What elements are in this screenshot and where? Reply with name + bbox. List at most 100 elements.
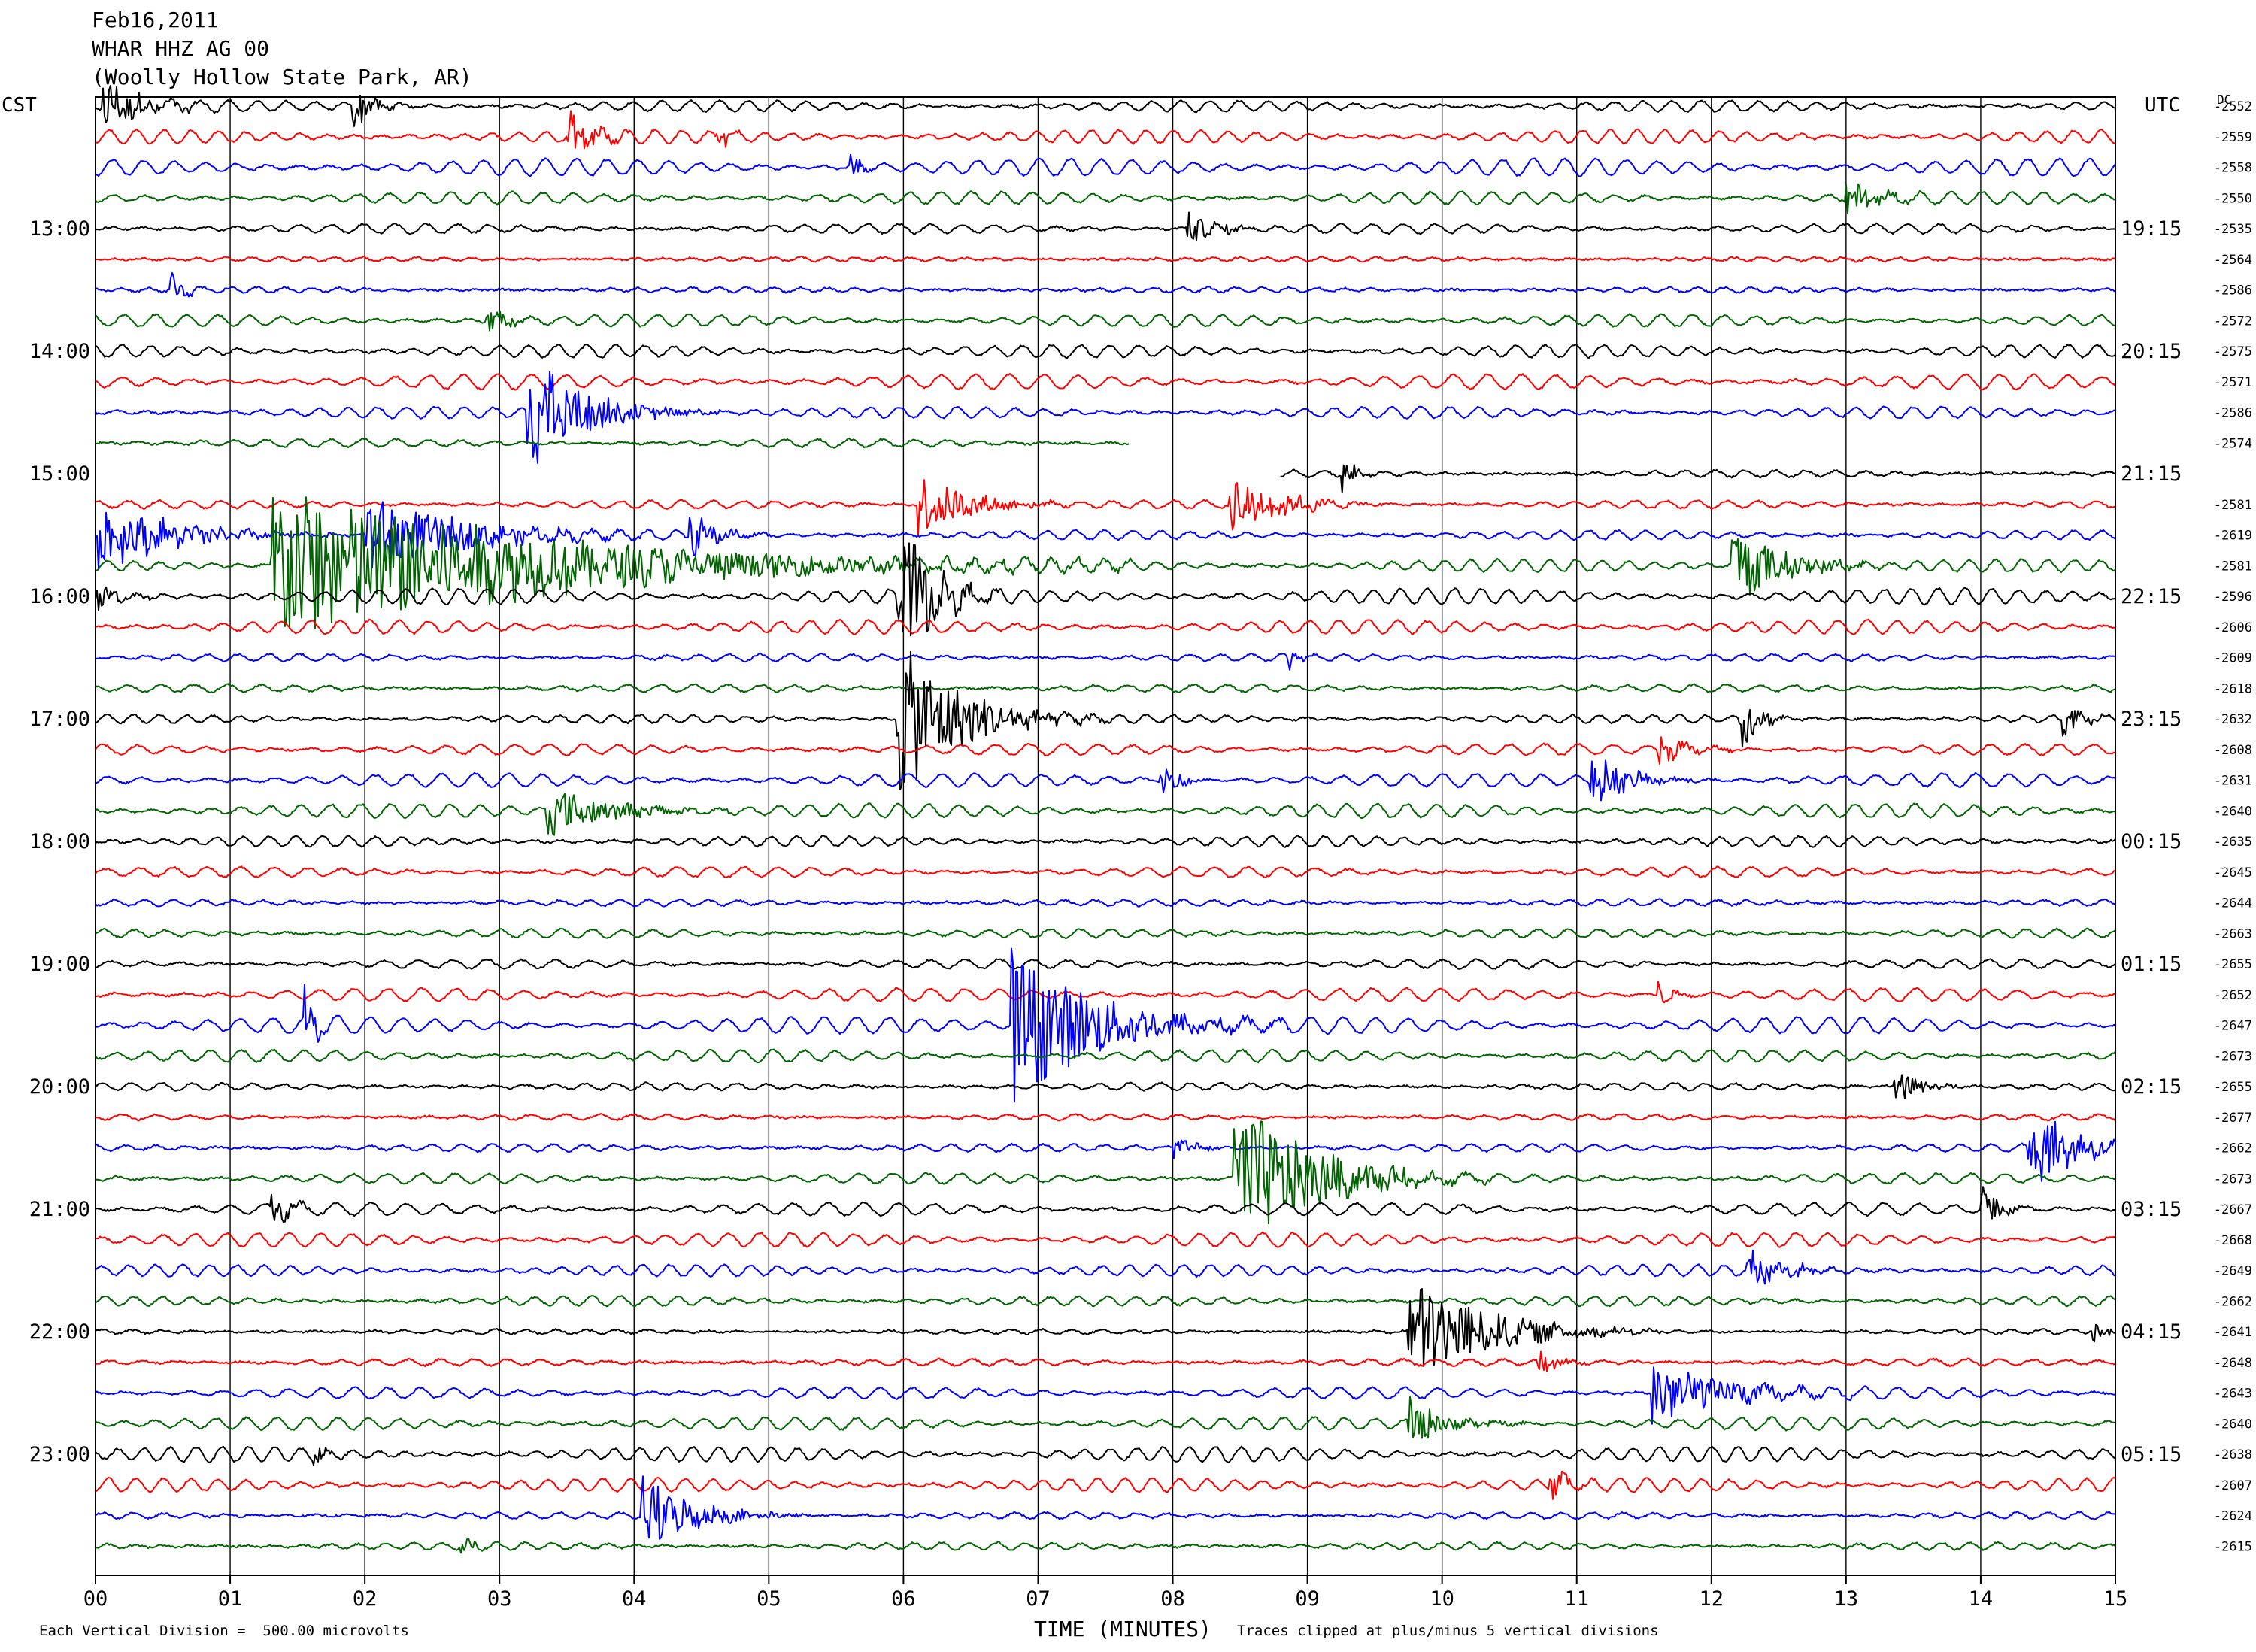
trace-row <box>95 85 2116 127</box>
dc-column-label: DC <box>2217 92 2231 107</box>
dc-offset-value: -2624 <box>2214 1509 2252 1524</box>
dc-offset-value: -2663 <box>2214 926 2252 941</box>
dc-offset-value: -2655 <box>2214 1080 2252 1095</box>
utc-hour-label: 01:15 <box>2121 953 2182 976</box>
dc-offset-value: -2615 <box>2214 1539 2252 1554</box>
dc-offset-value: -2609 <box>2214 651 2252 666</box>
dc-offset-value: -2606 <box>2214 620 2252 635</box>
x-tick-label: 01 <box>218 1587 243 1611</box>
utc-hour-label: 02:15 <box>2121 1075 2182 1099</box>
utc-hour-label: 05:15 <box>2121 1443 2182 1466</box>
trace-row <box>95 1249 2116 1285</box>
dc-offset-value: -2667 <box>2214 1202 2252 1217</box>
plot-frame <box>95 96 2116 1576</box>
trace-row <box>95 373 2116 391</box>
trace-row <box>95 1288 2116 1367</box>
x-tick-label: 09 <box>1295 1587 1320 1611</box>
x-tick-label: 13 <box>1834 1587 1859 1611</box>
dc-offset-value: -2535 <box>2214 222 2252 237</box>
trace-row <box>95 759 2116 802</box>
dc-offset-value: -2648 <box>2214 1356 2252 1371</box>
cst-hour-label: 14:00 <box>29 340 90 363</box>
dc-offset-value: -2631 <box>2214 774 2252 789</box>
cst-axis-label: CST <box>2 94 37 117</box>
clip-note: Traces clipped at plus/minus 5 vertical … <box>1237 1623 1659 1639</box>
dc-offset-value: -2552 <box>2214 99 2252 114</box>
x-tick-label: 07 <box>1026 1587 1051 1611</box>
trace-row <box>95 1350 2116 1372</box>
trace-row <box>95 211 2116 241</box>
x-tick-label: 10 <box>1430 1587 1454 1611</box>
scale-note: Each Vertical Division = 500.00 microvol… <box>39 1623 409 1639</box>
dc-offset-value: -2673 <box>2214 1172 2252 1187</box>
trace-row <box>95 496 2116 629</box>
x-tick-label: 08 <box>1160 1587 1185 1611</box>
dc-offset-value: -2643 <box>2214 1387 2252 1402</box>
trace-row <box>95 683 2116 693</box>
dc-offset-value: -2608 <box>2214 743 2252 758</box>
dc-offset-value: -2662 <box>2214 1141 2252 1156</box>
dc-offset-value: -2550 <box>2214 191 2252 206</box>
trace-row <box>95 736 2116 765</box>
x-tick-label: 04 <box>622 1587 647 1611</box>
utc-hour-label: 19:15 <box>2121 217 2182 241</box>
trace-row <box>95 272 2116 298</box>
trace-row <box>96 110 2116 150</box>
dc-offset-value: -2641 <box>2214 1325 2252 1340</box>
trace-row <box>95 898 2116 908</box>
cst-hour-label: 13:00 <box>29 217 90 241</box>
dc-offset-value: -2607 <box>2214 1478 2252 1493</box>
dc-offset-value: -2652 <box>2214 988 2252 1003</box>
dc-offset-value: -2655 <box>2214 957 2252 972</box>
trace-row <box>95 650 2116 790</box>
trace-row <box>95 255 2116 263</box>
x-tick-label: 11 <box>1564 1587 1589 1611</box>
cst-hour-label: 16:00 <box>29 585 90 608</box>
dc-offset-value: -2632 <box>2214 712 2252 727</box>
cst-hour-label: 17:00 <box>29 708 90 731</box>
trace-row <box>95 1445 2116 1466</box>
x-tick-label: 14 <box>1969 1587 1994 1611</box>
x-tick-label: 06 <box>891 1587 916 1611</box>
trace-row <box>95 1113 2116 1122</box>
cst-hour-label: 18:00 <box>29 830 90 853</box>
trace-row <box>95 652 2116 671</box>
x-axis-title: TIME (MINUTES) <box>1034 1617 1212 1641</box>
trace-row <box>95 981 2116 1004</box>
trace-row <box>95 183 2116 214</box>
dc-offset-value: -2581 <box>2214 559 2252 574</box>
trace-row <box>95 311 2116 332</box>
dc-offset-value: -2596 <box>2214 590 2252 605</box>
cst-hour-label: 20:00 <box>29 1075 90 1099</box>
utc-hour-label: 00:15 <box>2121 830 2182 853</box>
dc-offset-value: -2644 <box>2214 896 2252 911</box>
trace-row <box>95 1537 2116 1554</box>
dc-offset-value: -2662 <box>2214 1294 2252 1309</box>
trace-row <box>1280 464 2116 494</box>
utc-hour-label: 23:15 <box>2121 708 2182 731</box>
cst-hour-label: 15:00 <box>29 462 90 486</box>
x-tick-label: 00 <box>83 1587 108 1611</box>
trace-row <box>95 1231 2116 1248</box>
dc-offset-value: -2640 <box>2214 804 2252 819</box>
trace-row <box>95 835 2116 848</box>
dc-offset-value: -2572 <box>2214 314 2252 329</box>
trace-row <box>95 927 2116 940</box>
x-tick-label: 12 <box>1700 1587 1724 1611</box>
chart-date: Feb16,2011 <box>92 8 219 32</box>
x-tick-label: 05 <box>757 1587 781 1611</box>
dc-offset-value: -2649 <box>2214 1264 2252 1279</box>
dc-offset-value: -2575 <box>2214 344 2252 359</box>
trace-row <box>95 1396 2116 1439</box>
cst-hour-label: 19:00 <box>29 953 90 976</box>
trace-row <box>95 1048 2116 1064</box>
dc-offset-value: -2586 <box>2214 283 2252 299</box>
trace-row <box>95 1120 2116 1182</box>
dc-offset-value: -2645 <box>2214 865 2252 881</box>
dc-offset-value: -2559 <box>2214 130 2252 145</box>
dc-offset-value: -2574 <box>2214 436 2252 451</box>
dc-offset-value: -2586 <box>2214 406 2252 421</box>
dc-offset-value: -2571 <box>2214 375 2252 390</box>
dc-offset-value: -2647 <box>2214 1019 2252 1034</box>
